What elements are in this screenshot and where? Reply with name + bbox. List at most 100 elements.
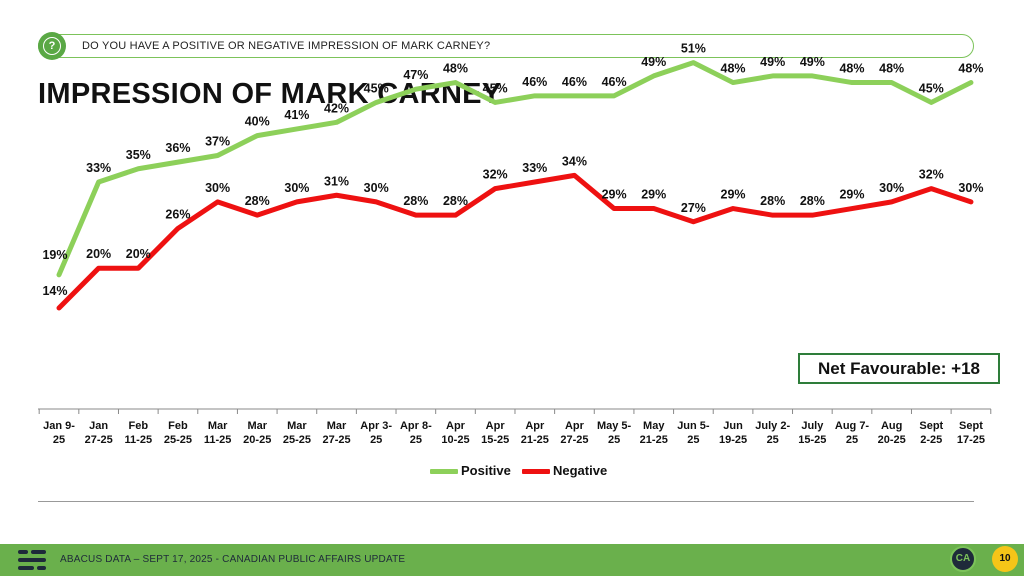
x-tick-label: Jun 5- <box>677 420 710 432</box>
data-label-negative: 28% <box>245 194 270 208</box>
x-tick-label: Apr <box>565 420 585 432</box>
data-label-positive: 46% <box>602 75 627 89</box>
data-label-positive: 41% <box>284 108 309 122</box>
data-label-negative: 27% <box>681 201 706 215</box>
data-label-positive: 42% <box>324 101 349 115</box>
legend-label-positive: Positive <box>461 463 511 478</box>
question-text: DO YOU HAVE A POSITIVE OR NEGATIVE IMPRE… <box>82 40 491 52</box>
data-label-positive: 45% <box>483 81 508 95</box>
legend-positive: Positive <box>430 463 511 478</box>
footer-bar <box>0 544 1024 576</box>
data-label-positive: 46% <box>522 75 547 89</box>
series-line-positive <box>56 60 974 278</box>
data-label-negative: 14% <box>42 284 67 298</box>
x-tick-label: Apr 8- <box>400 420 432 432</box>
x-tick-label: Aug <box>881 420 902 432</box>
x-tick-label: Jun <box>723 420 743 432</box>
x-tick-label: 25 <box>608 434 620 446</box>
data-label-negative: 29% <box>839 188 864 202</box>
data-label-positive: 37% <box>205 134 230 148</box>
x-tick-label: July <box>801 420 824 432</box>
legend-swatch-negative <box>522 469 550 475</box>
net-favourable-box: Net Favourable: +18 <box>798 353 1000 384</box>
x-tick-label: Aug 7- <box>835 420 870 432</box>
data-label-negative: 20% <box>126 247 151 261</box>
data-label-negative: 30% <box>284 181 309 195</box>
x-tick-label: 20-25 <box>878 434 906 446</box>
x-tick-label: 2-25 <box>920 434 942 446</box>
data-label-negative: 29% <box>641 188 666 202</box>
x-tick-label: 20-25 <box>243 434 271 446</box>
x-tick-label: 25-25 <box>283 434 311 446</box>
data-label-positive: 19% <box>42 248 67 262</box>
x-tick-label: Apr <box>525 420 545 432</box>
data-label-negative: 28% <box>760 194 785 208</box>
x-tick-label: May <box>643 420 665 432</box>
x-tick-label: 11-25 <box>125 434 153 446</box>
legend-negative: Negative <box>522 463 607 478</box>
x-tick-label: 25-25 <box>164 434 192 446</box>
x-tick-label: Feb <box>168 420 188 432</box>
data-label-negative: 30% <box>205 181 230 195</box>
x-tick-label: 10-25 <box>441 434 469 446</box>
data-label-negative: 28% <box>403 194 428 208</box>
x-tick-label: Mar <box>287 420 307 432</box>
data-label-positive: 45% <box>919 81 944 95</box>
x-tick-label: Apr 3- <box>360 420 392 432</box>
data-label-negative: 31% <box>324 174 349 188</box>
x-tick-label: Sept <box>919 420 943 432</box>
x-tick-label: 25 <box>410 434 422 446</box>
data-label-negative: 28% <box>443 194 468 208</box>
x-tick-label: 25 <box>53 434 65 446</box>
data-label-positive: 48% <box>721 62 746 76</box>
data-label-negative: 32% <box>919 168 944 182</box>
data-label-negative: 20% <box>86 247 111 261</box>
x-tick-label: Apr <box>446 420 466 432</box>
data-label-negative: 26% <box>165 207 190 221</box>
x-tick-label: Mar <box>247 420 267 432</box>
data-label-positive: 48% <box>839 62 864 76</box>
data-label-positive: 35% <box>126 148 151 162</box>
data-label-positive: 49% <box>760 55 785 69</box>
x-tick-label: 25 <box>370 434 382 446</box>
x-tick-label: 27-25 <box>560 434 588 446</box>
data-label-positive: 45% <box>364 81 389 95</box>
divider <box>38 501 974 502</box>
x-tick-label: Sept <box>959 420 983 432</box>
data-label-positive: 36% <box>165 141 190 155</box>
data-label-positive: 49% <box>800 55 825 69</box>
data-label-negative: 30% <box>879 181 904 195</box>
x-tick-label: 19-25 <box>719 434 747 446</box>
data-label-positive: 40% <box>245 115 270 129</box>
data-label-negative: 28% <box>800 194 825 208</box>
x-tick-label: Mar <box>208 420 228 432</box>
x-tick-label: 25 <box>687 434 699 446</box>
footer-text: ABACUS DATA – SEPT 17, 2025 - CANADIAN P… <box>60 554 406 565</box>
page-number: 10 <box>992 546 1018 572</box>
x-tick-label: 15-25 <box>481 434 509 446</box>
x-tick-label: 27-25 <box>85 434 113 446</box>
data-label-positive: 49% <box>641 55 666 69</box>
abacus-logo-icon <box>18 550 46 570</box>
x-tick-label: 25 <box>767 434 779 446</box>
x-tick-label: Mar <box>327 420 347 432</box>
data-label-negative: 30% <box>364 181 389 195</box>
data-label-positive: 33% <box>86 161 111 175</box>
ca-badge-icon: CA <box>950 546 976 572</box>
data-label-negative: 34% <box>562 154 587 168</box>
line-chart: Jan 9- 25 Jan 27-25 Feb 11-25 Feb 25-25 Mar 11-25… <box>38 42 992 446</box>
data-label-negative: 29% <box>721 188 746 202</box>
x-tick-label: 25 <box>846 434 858 446</box>
x-tick-label: Feb <box>129 420 149 432</box>
x-tick-label: 21-25 <box>521 434 549 446</box>
data-label-positive: 46% <box>562 75 587 89</box>
data-label-negative: 29% <box>602 188 627 202</box>
data-label-positive: 47% <box>403 68 428 82</box>
x-tick-label: Jan <box>89 420 108 432</box>
x-tick-label: Jan 9- <box>43 420 75 432</box>
x-tick-label: July 2- <box>755 420 790 432</box>
x-tick-label: 15-25 <box>798 434 826 446</box>
data-label-positive: 48% <box>958 62 983 76</box>
data-label-negative: 33% <box>522 161 547 175</box>
x-tick-label: 11-25 <box>204 434 232 446</box>
